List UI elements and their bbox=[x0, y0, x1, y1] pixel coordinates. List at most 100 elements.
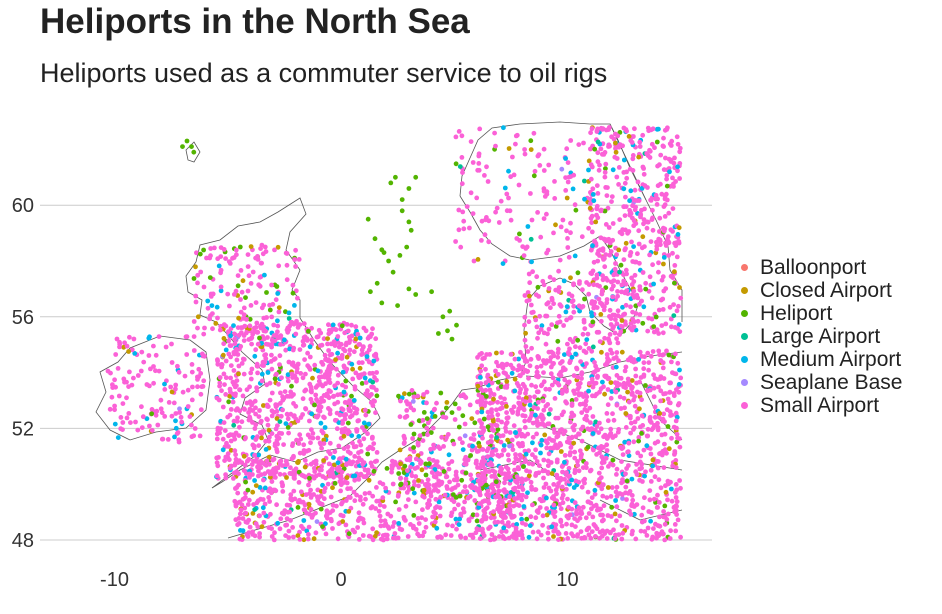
airport-point bbox=[598, 426, 604, 432]
airport-point bbox=[661, 167, 667, 173]
airport-point bbox=[369, 436, 375, 441]
airport-point bbox=[572, 391, 578, 396]
airport-point bbox=[676, 239, 682, 244]
airport-point bbox=[370, 493, 376, 499]
airport-point bbox=[514, 474, 520, 479]
airport-point bbox=[662, 537, 668, 543]
airport-point bbox=[675, 517, 681, 523]
airport-point bbox=[575, 270, 581, 276]
airport-point bbox=[530, 440, 535, 446]
airport-point bbox=[321, 437, 327, 443]
airport-point bbox=[589, 126, 595, 132]
airport-point bbox=[549, 297, 555, 303]
airport-point bbox=[323, 531, 329, 537]
airport-point bbox=[115, 435, 121, 440]
airport-point bbox=[212, 245, 217, 251]
airport-point bbox=[661, 411, 667, 417]
airport-point bbox=[376, 508, 382, 514]
airport-point bbox=[556, 537, 561, 542]
airport-point bbox=[494, 205, 500, 211]
airport-point bbox=[520, 381, 526, 387]
airport-point bbox=[534, 364, 540, 370]
airport-point bbox=[366, 347, 372, 353]
airport-point bbox=[671, 391, 677, 396]
airport-point bbox=[263, 438, 268, 444]
airport-point bbox=[207, 316, 213, 322]
airport-point bbox=[288, 319, 294, 325]
airport-point bbox=[279, 510, 285, 516]
airport-point bbox=[215, 256, 221, 262]
airport-point bbox=[277, 471, 283, 477]
airport-point bbox=[600, 512, 605, 518]
airport-point bbox=[397, 414, 403, 420]
airport-point bbox=[639, 512, 645, 518]
airport-point bbox=[648, 353, 654, 359]
airport-point bbox=[619, 318, 625, 323]
airport-point bbox=[283, 250, 289, 256]
airport-point bbox=[581, 317, 587, 323]
airport-point bbox=[139, 349, 145, 355]
airport-point bbox=[636, 438, 641, 444]
airport-point bbox=[596, 430, 602, 435]
airport-point bbox=[535, 406, 540, 411]
airport-point bbox=[362, 407, 368, 413]
airport-point bbox=[474, 518, 480, 524]
airport-point bbox=[306, 501, 312, 507]
airport-point bbox=[648, 479, 654, 484]
airport-point bbox=[516, 182, 522, 188]
legend-item: Seaplane Base bbox=[738, 371, 902, 394]
chart-title: Heliports in the North Sea bbox=[40, 2, 470, 41]
airport-point bbox=[350, 440, 355, 446]
airport-point bbox=[632, 419, 638, 425]
airport-point bbox=[291, 534, 296, 540]
airport-point bbox=[536, 354, 541, 360]
airport-point bbox=[344, 322, 350, 327]
airport-point bbox=[635, 179, 641, 185]
airport-point bbox=[318, 404, 324, 410]
airport-point bbox=[311, 460, 316, 465]
airport-point bbox=[297, 432, 303, 438]
airport-point bbox=[527, 398, 533, 404]
airport-point bbox=[231, 476, 236, 481]
airport-point bbox=[663, 489, 669, 495]
airport-point bbox=[362, 375, 368, 381]
airport-point bbox=[489, 409, 494, 415]
airport-point bbox=[338, 482, 344, 488]
airport-point bbox=[551, 277, 557, 283]
airport-point bbox=[440, 414, 446, 420]
airport-point bbox=[416, 533, 422, 539]
airport-point bbox=[588, 500, 594, 506]
airport-point bbox=[479, 363, 485, 369]
airport-point bbox=[313, 510, 318, 516]
airport-point bbox=[233, 288, 239, 294]
airport-point bbox=[549, 382, 555, 388]
airport-point bbox=[613, 364, 619, 370]
heliport-point bbox=[440, 314, 446, 320]
airport-point bbox=[460, 447, 466, 452]
airport-point bbox=[508, 362, 514, 368]
airport-point bbox=[307, 475, 312, 481]
airport-point bbox=[542, 432, 548, 438]
airport-point bbox=[474, 526, 480, 532]
airport-point bbox=[658, 181, 663, 187]
airport-point bbox=[549, 524, 555, 530]
airport-point bbox=[286, 310, 292, 316]
airport-point bbox=[244, 317, 249, 322]
airport-point bbox=[650, 534, 656, 540]
airport-point bbox=[657, 500, 662, 505]
airport-point bbox=[563, 399, 568, 405]
airport-point bbox=[182, 373, 188, 379]
airport-point bbox=[647, 155, 653, 160]
airport-point bbox=[305, 536, 311, 542]
legend-swatch bbox=[741, 356, 748, 363]
airport-point bbox=[637, 144, 643, 149]
airport-point bbox=[296, 257, 302, 262]
airport-point bbox=[232, 448, 238, 454]
airport-point bbox=[519, 480, 525, 485]
airport-point bbox=[495, 412, 501, 418]
airport-point bbox=[262, 352, 267, 358]
airport-point bbox=[437, 534, 443, 539]
airport-point bbox=[614, 336, 619, 341]
airport-point bbox=[246, 497, 252, 503]
airport-point bbox=[232, 336, 238, 342]
